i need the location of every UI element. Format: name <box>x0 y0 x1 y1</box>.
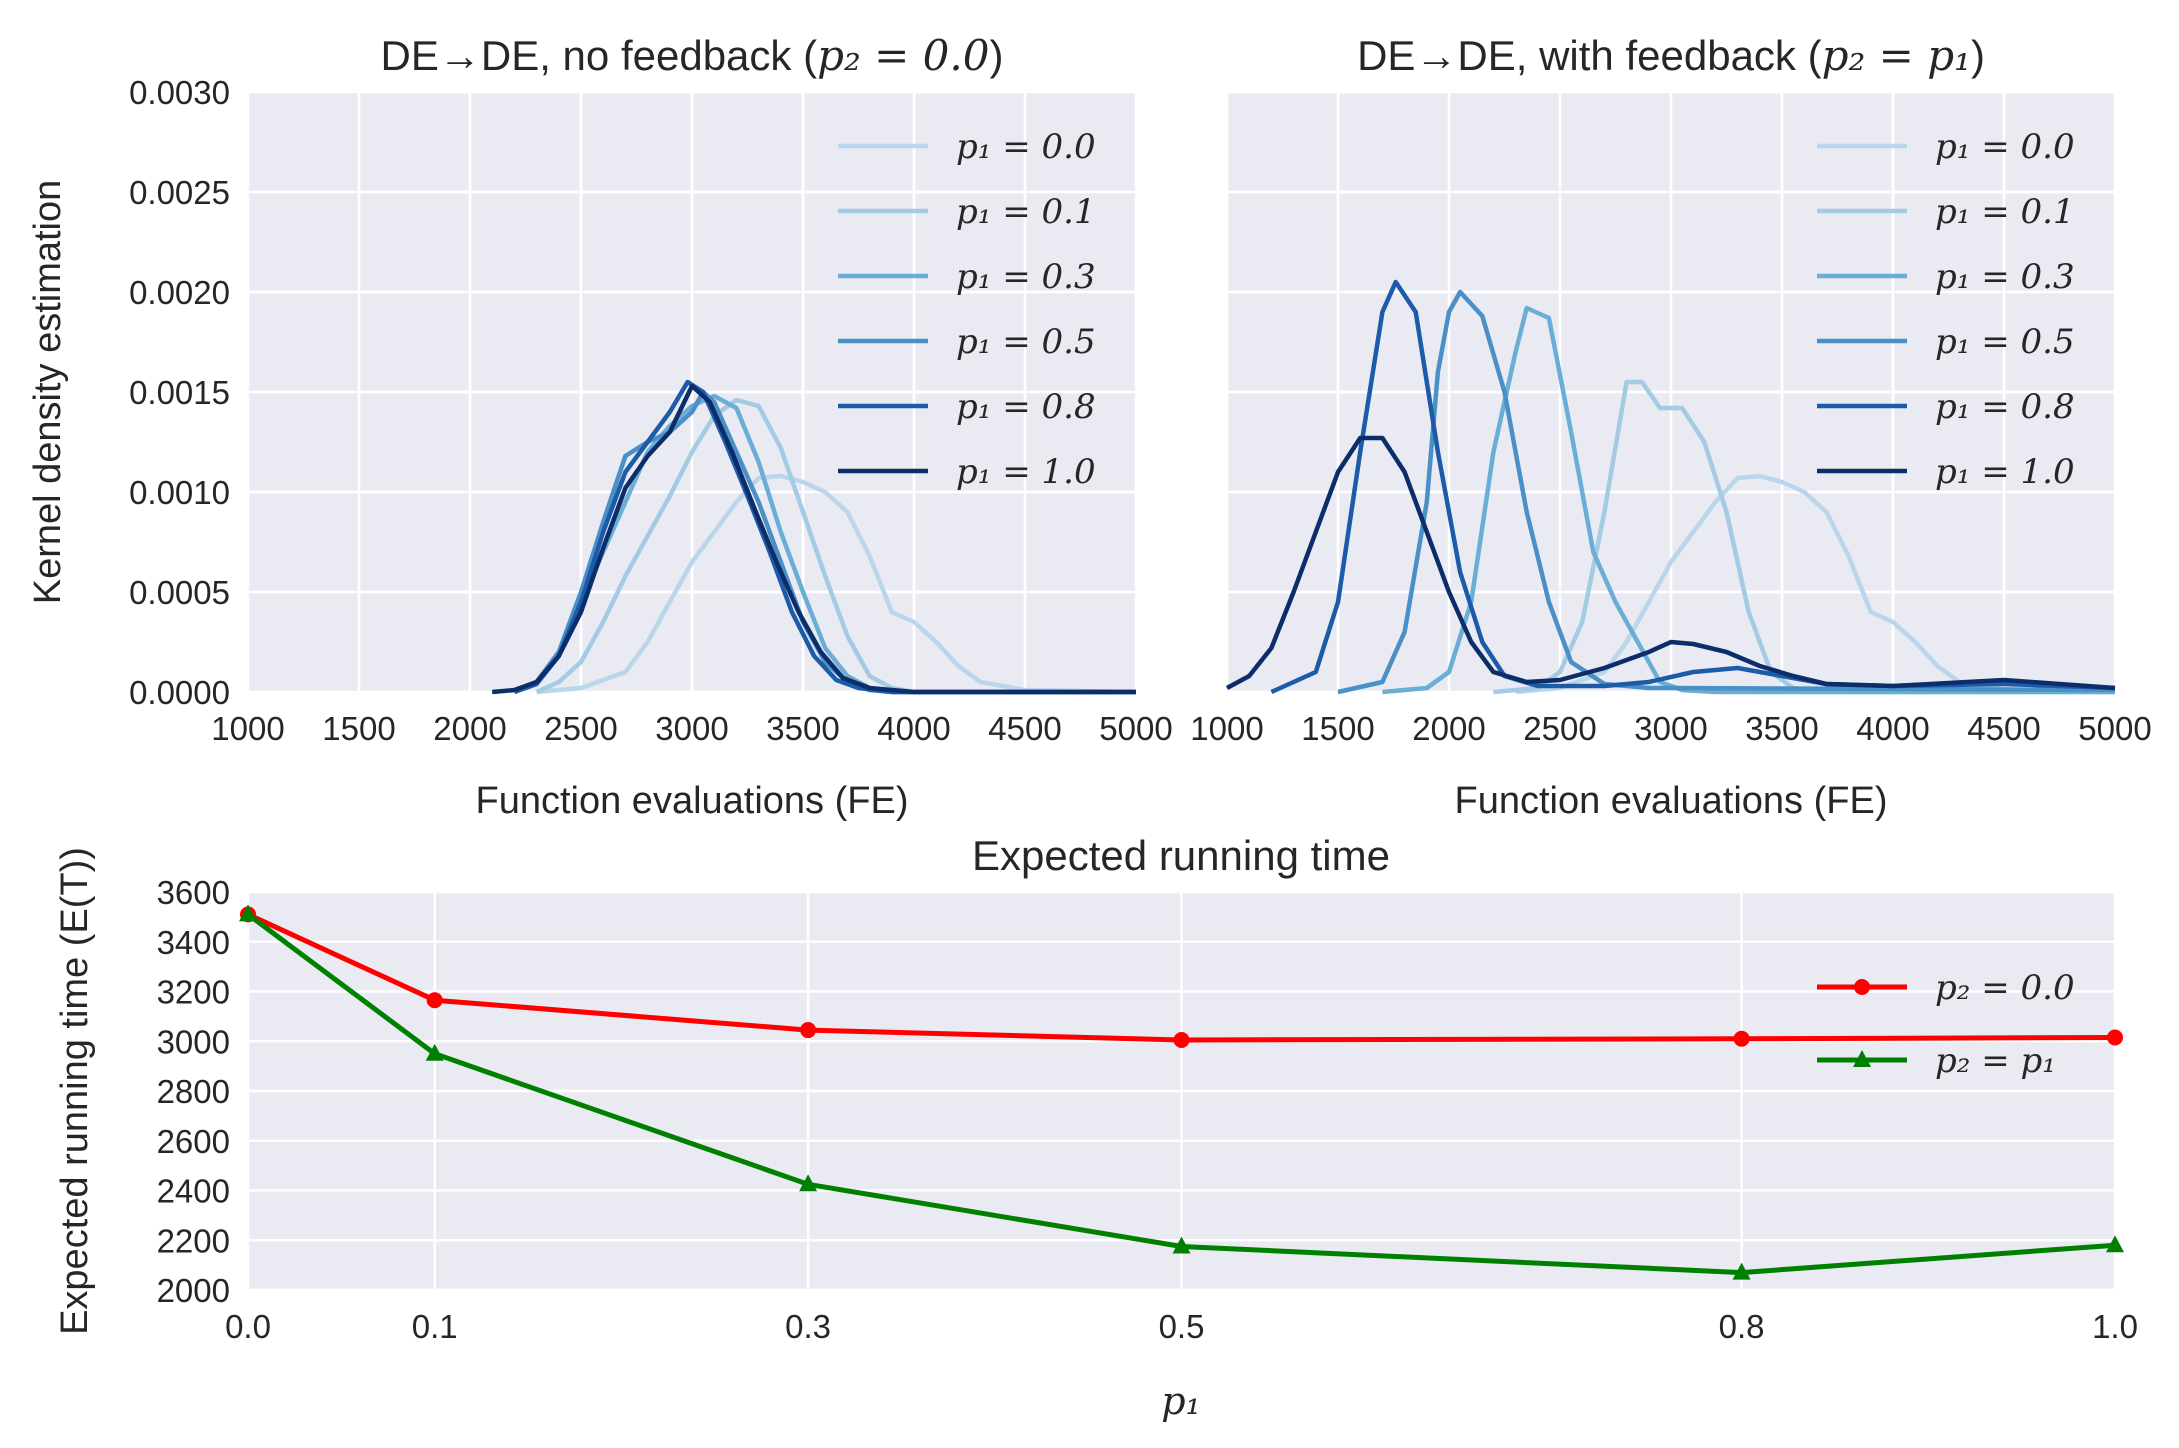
x-tick-label: 0.5 <box>1159 1308 1205 1345</box>
title-mid: DE, no feedback ( <box>481 32 817 79</box>
y-tick-label: 2200 <box>157 1222 230 1259</box>
x-tick-label: 1000 <box>211 710 284 747</box>
series-line <box>1515 473 2116 695</box>
legend-marker <box>1853 1050 1871 1067</box>
data-point <box>1172 1236 1191 1254</box>
series-line <box>536 473 1137 695</box>
legend-label: p₁ = 0.1 <box>1935 192 2075 232</box>
title-prefix: DE <box>1357 32 1415 79</box>
x-tick-label: 1500 <box>1301 710 1374 747</box>
x-tick-label: 2500 <box>544 710 617 747</box>
x-tick-label: 1500 <box>322 710 395 747</box>
data-point <box>1732 1262 1751 1280</box>
series-line <box>246 912 2116 1276</box>
x-tick-label: 4000 <box>877 710 950 747</box>
x-axis-label: Function evaluations (FE) <box>1455 780 1888 822</box>
x-tick-label: 5000 <box>2078 710 2151 747</box>
title-prefix: DE <box>381 32 439 79</box>
panel-title: DE→DE, no feedback (p₂ = 0.0) <box>381 31 1004 80</box>
y-tick-label: 3200 <box>157 974 230 1011</box>
x-tick-label: 0.1 <box>412 1308 458 1345</box>
x-tick-label: 5000 <box>1099 710 1172 747</box>
legend-label: p₂ = p₁ <box>1935 1041 2056 1081</box>
series-line <box>491 383 1136 695</box>
kde-panel-no-feedback: p₁ = 0.0 p₁ = 0.1 p₁ = 0.3 p₁ = 0.5 p₁ = 0.8… <box>27 31 1173 822</box>
legend-label: p₁ = 0.0 <box>956 127 1096 167</box>
data-point <box>1733 1030 1750 1047</box>
series-line <box>1493 379 2115 695</box>
x-tick-label: 2500 <box>1523 710 1596 747</box>
x-tick-label: 3500 <box>766 710 839 747</box>
y-tick-label: 3400 <box>157 924 230 961</box>
data-point <box>800 1022 817 1039</box>
x-tick-label: 0.8 <box>1719 1308 1765 1345</box>
y-axis-label: Kernel density estimation <box>27 180 69 605</box>
x-tick-label: 4500 <box>988 710 1061 747</box>
x-tick-label: 4500 <box>1967 710 2040 747</box>
data-point <box>1173 1032 1190 1049</box>
x-tick-label: 3000 <box>1634 710 1707 747</box>
legend-label: p₁ = 1.0 <box>956 452 1096 492</box>
legend-label: p₁ = 0.5 <box>956 322 1096 362</box>
x-tick-label: 4000 <box>1856 710 1929 747</box>
x-tick-label: 3000 <box>655 710 728 747</box>
expected-running-time-panel: p₂ = 0.0 p₂ = p₁ 0.0 0.1 0.3 0.5 0.8 1.0 2000 2… <box>54 832 2138 1423</box>
series-line <box>535 397 1136 695</box>
panel-title: DE→DE, with feedback (p₂ = p₁) <box>1357 31 1985 80</box>
x-tick-label: 2000 <box>1412 710 1485 747</box>
legend-marker <box>1854 979 1870 995</box>
series-line <box>246 912 2116 1043</box>
data-point <box>239 904 257 922</box>
y-tick-label: 0.0005 <box>129 574 230 611</box>
legend-label: p₁ = 0.3 <box>1935 257 2075 297</box>
panel-title: Expected running time <box>972 832 1390 879</box>
y-tick-label: 2000 <box>157 1272 230 1309</box>
y-tick-label: 3600 <box>157 874 230 911</box>
legend-label: p₁ = 0.5 <box>1935 322 2075 362</box>
y-tick-label: 2400 <box>157 1173 230 1210</box>
series-line <box>513 379 1136 695</box>
y-tick-label: 0.0030 <box>129 74 230 111</box>
title-suffix: ) <box>989 32 1003 79</box>
title-arrow: → <box>1415 32 1457 79</box>
title-math: p₂ = p₁ <box>1822 31 1971 80</box>
legend-label: p₁ = 0.1 <box>956 192 1096 232</box>
x-tick-label: 1.0 <box>2092 1308 2138 1345</box>
data-point <box>799 1174 818 1192</box>
legend-label: p₁ = 0.8 <box>1935 387 2075 427</box>
title-arrow: → <box>439 32 481 79</box>
y-tick-label: 0.0020 <box>129 274 230 311</box>
legend-label: p₁ = 0.8 <box>956 387 1096 427</box>
data-point <box>2107 1029 2123 1046</box>
y-tick-label: 0.0010 <box>129 474 230 511</box>
kde-panel-with-feedback: p₁ = 0.0 p₁ = 0.1 p₁ = 0.3 p₁ = 0.5 p₁ = 0.8… <box>1190 31 2151 822</box>
x-tick-label: 0.3 <box>785 1308 831 1345</box>
title-mid: DE, with feedback ( <box>1457 32 1821 79</box>
y-tick-label: 0.0000 <box>129 674 230 711</box>
y-tick-label: 2800 <box>157 1073 230 1110</box>
legend-label: p₁ = 1.0 <box>1935 452 2075 492</box>
data-point <box>425 1043 444 1061</box>
series-line <box>1225 435 2116 691</box>
x-tick-label: 1000 <box>1190 710 1263 747</box>
x-axis-label: p₁ <box>1161 1379 1201 1423</box>
x-tick-label: 0.0 <box>225 1308 271 1345</box>
y-axis-label: Expected running time (E(T)) <box>54 847 96 1335</box>
title-math: p₂ = 0.0 <box>817 31 989 80</box>
legend-label: p₁ = 0.0 <box>1935 127 2075 167</box>
title-suffix: ) <box>1971 32 1985 79</box>
x-tick-label: 2000 <box>433 710 506 747</box>
x-axis-label: Function evaluations (FE) <box>476 780 909 822</box>
data-point <box>2106 1235 2124 1253</box>
y-tick-label: 2600 <box>157 1123 230 1160</box>
x-tick-label: 3500 <box>1745 710 1818 747</box>
legend-label: p₂ = 0.0 <box>1935 968 2075 1008</box>
y-tick-label: 3000 <box>157 1023 230 1060</box>
legend-label: p₁ = 0.3 <box>956 257 1096 297</box>
y-tick-label: 0.0025 <box>129 174 230 211</box>
y-tick-label: 0.0015 <box>129 374 230 411</box>
data-point <box>426 992 443 1009</box>
